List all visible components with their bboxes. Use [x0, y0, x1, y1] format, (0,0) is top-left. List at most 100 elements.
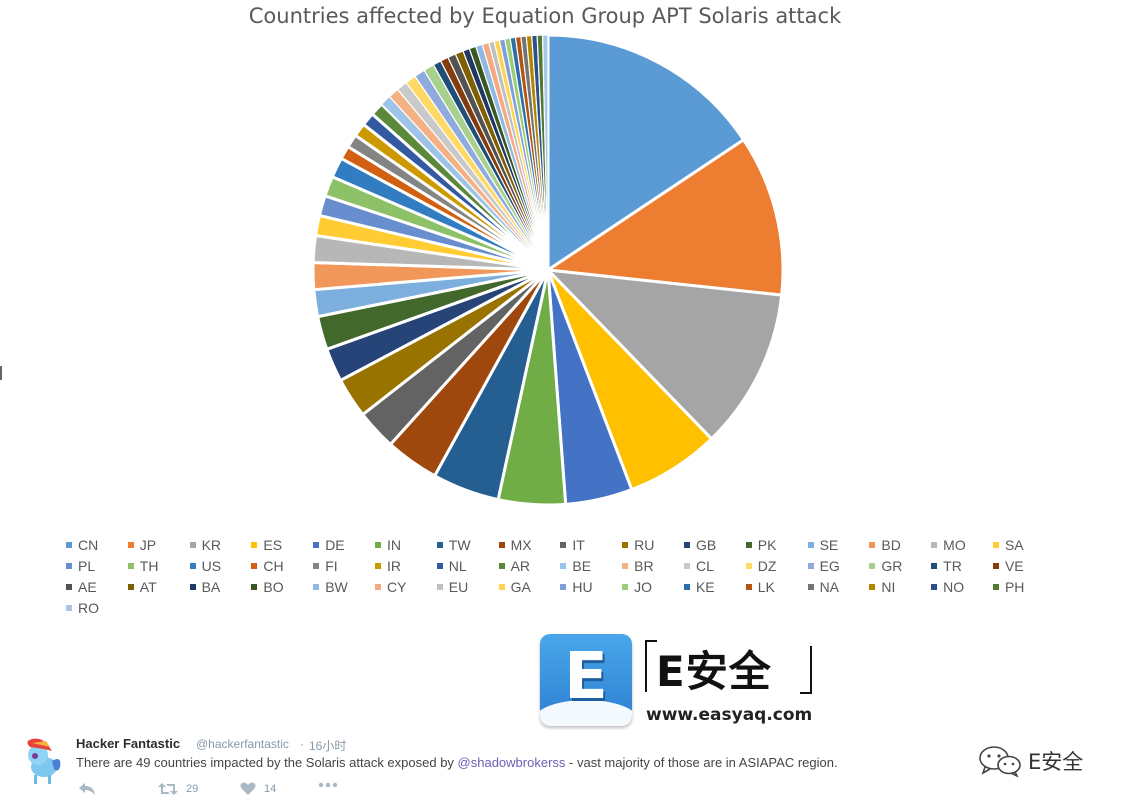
- legend-swatch: [127, 583, 134, 590]
- legend-label: EG: [819, 557, 840, 574]
- legend-item-nl: NL: [436, 557, 499, 574]
- legend-swatch: [436, 583, 443, 590]
- legend-label: IT: [572, 536, 585, 553]
- legend-item-ve: VE: [992, 557, 1055, 574]
- legend-swatch: [992, 583, 999, 590]
- pie-slice-kr: [544, 268, 784, 441]
- pie-slice-ro: [541, 34, 549, 271]
- tweet-author-handle[interactable]: @hackerfantastic: [196, 737, 289, 751]
- legend-swatch: [498, 541, 505, 548]
- legend-item-ga: GA: [498, 578, 561, 595]
- legend-label: BR: [634, 557, 654, 574]
- legend-label: AT: [139, 578, 157, 595]
- legend-swatch: [498, 583, 505, 590]
- legend-label: CL: [695, 557, 714, 574]
- legend-item-lk: LK: [745, 578, 808, 595]
- legend-label: IN: [386, 536, 401, 553]
- legend-swatch: [189, 562, 196, 569]
- avatar[interactable]: [22, 737, 64, 785]
- wechat-watermark: E安全: [978, 745, 1083, 777]
- legend-swatch: [66, 583, 72, 590]
- legend-label: NI: [881, 578, 896, 595]
- legend-item-sa: SA: [992, 536, 1055, 553]
- legend-swatch: [869, 541, 876, 548]
- legend-label: TW: [448, 536, 471, 553]
- legend-swatch: [374, 583, 381, 590]
- legend-label: BA: [201, 578, 221, 595]
- legend-label: NL: [448, 557, 467, 574]
- tweet-mention-link[interactable]: @shadowbrokerss: [457, 755, 566, 770]
- reply-button[interactable]: [78, 782, 96, 796]
- logo-brand-text: E安全: [656, 647, 772, 696]
- legend-swatch: [683, 562, 690, 569]
- legend-item-ke: KE: [683, 578, 746, 595]
- like-button[interactable]: 14: [240, 782, 276, 796]
- legend-item-ar: AR: [498, 557, 561, 574]
- legend-swatch: [436, 541, 443, 548]
- legend-item-us: US: [189, 557, 252, 574]
- legend-item-ae: AE: [66, 578, 128, 595]
- legend-item-it: IT: [560, 536, 622, 553]
- legend-swatch: [807, 583, 814, 590]
- legend-item-ph: PH: [992, 578, 1055, 595]
- legend-swatch: [745, 541, 752, 548]
- legend-item-ba: BA: [189, 578, 252, 595]
- legend-swatch: [127, 562, 134, 569]
- legend-label: TR: [943, 557, 962, 574]
- legend-label: SE: [819, 536, 839, 553]
- legend-label: CY: [386, 578, 407, 595]
- legend-item-es: ES: [251, 536, 313, 553]
- legend-label: BO: [263, 578, 284, 595]
- legend-item-ru: RU: [622, 536, 684, 553]
- legend-label: IR: [386, 557, 401, 574]
- legend-swatch: [869, 562, 876, 569]
- tweet-text-start: There are 49 countries impacted by the S…: [76, 755, 458, 770]
- pie-slice-cn: [546, 33, 746, 273]
- legend-label: RU: [634, 536, 655, 553]
- legend-label: HU: [572, 578, 593, 595]
- legend-item-de: DE: [313, 536, 375, 553]
- retweet-button[interactable]: 29: [158, 782, 198, 796]
- legend-label: JP: [139, 536, 157, 553]
- legend-item-se: SE: [807, 536, 870, 553]
- legend-item-ch: CH: [251, 557, 313, 574]
- legend-swatch: [869, 583, 876, 590]
- legend-swatch: [560, 583, 567, 590]
- legend-item-be: BE: [560, 557, 622, 574]
- logo-bracket-right: [800, 646, 812, 694]
- legend-item-tw: TW: [436, 536, 499, 553]
- tweet-author-name[interactable]: Hacker Fantastic: [76, 736, 181, 751]
- legend-swatch: [251, 541, 258, 548]
- legend-swatch: [374, 562, 381, 569]
- legend-swatch: [807, 562, 814, 569]
- legend-item-kr: KR: [189, 536, 252, 553]
- legend-label: MX: [510, 536, 532, 553]
- legend-item-eu: EU: [436, 578, 499, 595]
- more-button[interactable]: [318, 782, 338, 788]
- legend-item-ro: RO: [66, 599, 128, 616]
- logo-url: www.easyaq.com: [646, 705, 813, 725]
- chart-title: Countries affected by Equation Group APT…: [248, 4, 842, 28]
- legend-label: GB: [695, 536, 717, 553]
- legend-label: MO: [943, 536, 966, 553]
- logo-letter: E: [564, 640, 608, 714]
- legend-item-mx: MX: [498, 536, 561, 553]
- edge-mark: [0, 366, 2, 380]
- legend-swatch: [560, 541, 567, 548]
- legend-item-mo: MO: [931, 536, 993, 553]
- legend-swatch: [931, 583, 938, 590]
- legend-swatch: [745, 562, 752, 569]
- legend-item-cn: CN: [66, 536, 128, 553]
- tweet-timestamp[interactable]: 16小时: [309, 739, 347, 753]
- legend-swatch: [66, 562, 72, 569]
- legend-item-no: NO: [931, 578, 993, 595]
- legend-label: KE: [695, 578, 715, 595]
- legend-item-cl: CL: [683, 557, 746, 574]
- tweet-separator: ·: [300, 737, 304, 751]
- legend-item-na: NA: [807, 578, 870, 595]
- reply-icon: [79, 783, 95, 795]
- legend-label: GR: [881, 557, 903, 574]
- legend-swatch: [436, 562, 443, 569]
- legend-item-ir: IR: [374, 557, 437, 574]
- legend-swatch: [313, 541, 320, 548]
